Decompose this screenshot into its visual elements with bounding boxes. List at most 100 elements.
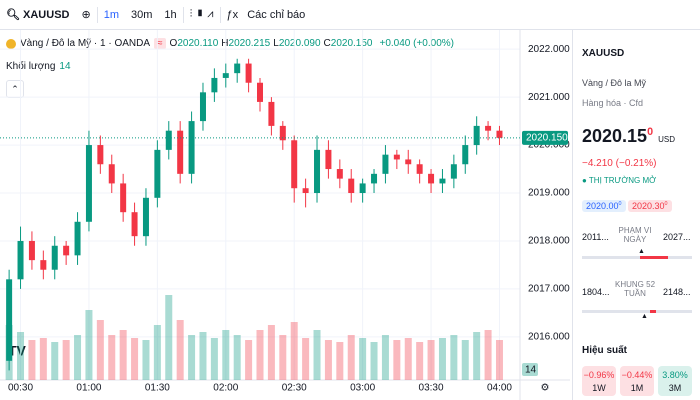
performance-box: 3.80% 3M	[658, 366, 692, 396]
volume-bar	[62, 340, 70, 380]
symbol: XAUUSD	[582, 48, 625, 59]
volume-bar	[393, 340, 401, 380]
indicators[interactable]: ƒx Các chỉ báo	[226, 8, 306, 21]
volume-legend: Khối lượng 14	[6, 61, 71, 72]
separator	[182, 6, 184, 23]
candle-body	[211, 77, 218, 93]
symbol[interactable]: XAUUSD	[23, 9, 70, 21]
x-tick-label: 04:00	[487, 383, 512, 394]
volume-bar	[416, 342, 424, 380]
status-text: THỊ TRƯỜNG MỞ	[588, 176, 656, 185]
indicators-label[interactable]: Các chỉ báo	[247, 8, 306, 21]
candle-body	[234, 63, 241, 74]
volume-bar	[74, 335, 82, 380]
candle-body	[131, 212, 138, 237]
performance-box: −0.96% 1W	[582, 366, 616, 396]
volume-tag	[522, 363, 538, 376]
symbol-icon	[6, 38, 16, 49]
range-bar	[582, 256, 692, 259]
y-tick-label: 2018.000	[528, 236, 570, 247]
range-bar	[582, 310, 692, 313]
volume-bar	[39, 338, 47, 380]
candle-body	[257, 82, 263, 102]
volume-bar	[302, 338, 310, 380]
price-sup: 0	[647, 126, 654, 138]
market-status: ● THỊ TRƯỜNG MỞ	[582, 176, 656, 185]
candle-body	[6, 279, 13, 361]
candle-body	[405, 159, 412, 165]
volume-bar	[370, 342, 378, 380]
volume-bar	[279, 335, 287, 380]
volume-bar	[267, 325, 275, 380]
y-tick-label: 2019.000	[528, 188, 570, 199]
volume-bar	[473, 332, 481, 380]
volume-bar	[210, 338, 218, 380]
price-main: 2020.15	[582, 126, 648, 146]
volume-bar	[347, 335, 355, 380]
performance-value: −0.44%	[621, 370, 653, 380]
x-tick-label: 01:00	[76, 383, 101, 394]
bid-sup[interactable]: 0	[618, 201, 622, 207]
volume-bar	[336, 342, 344, 380]
interval[interactable]: 1m	[103, 8, 119, 21]
volume-bar	[96, 320, 104, 380]
candle-body	[120, 183, 127, 213]
volume-bar	[188, 335, 196, 380]
volume-bar	[176, 320, 184, 380]
volume-bar	[131, 338, 139, 380]
candle-body	[496, 130, 503, 138]
x-tick-label: 03:00	[350, 383, 375, 394]
range-low: 2011...	[582, 232, 609, 242]
x-tick-label: 02:00	[213, 383, 238, 394]
ohlc-value: 2020.215	[228, 38, 271, 49]
volume-bar	[381, 335, 389, 380]
candle-body	[142, 197, 149, 237]
candle-body	[462, 145, 469, 165]
x-tick-label: 01:30	[145, 383, 170, 394]
bid[interactable]: 2020.000	[582, 200, 626, 212]
name: Vàng / Đô la Mỹ	[582, 78, 647, 88]
range-label: PHẠM VI NGÀY	[618, 226, 652, 244]
logo: TV	[8, 343, 27, 359]
settings-icon: ⚙	[541, 383, 550, 394]
volume-bar	[290, 322, 298, 380]
range-fill	[650, 310, 656, 313]
symbol-search[interactable]: 🔍︎ XAUUSD	[6, 9, 70, 21]
y-tick-label: 2021.000	[528, 92, 570, 103]
candle-body	[439, 178, 446, 184]
candle-body	[245, 63, 252, 83]
volume-bar	[17, 332, 25, 380]
ohlc-key: H	[221, 38, 229, 49]
chart-style[interactable]: ⫶ ▮ ⩘	[189, 8, 214, 20]
performance: −0.96% 1W −0.44% 1M 3.80% 3M	[582, 366, 692, 396]
volume-bar	[119, 330, 127, 380]
legend-change: +0.040 (+0.00%)	[379, 38, 454, 49]
candle-body	[188, 121, 195, 174]
candle-body	[222, 73, 229, 78]
add-symbol[interactable]: ⊕	[81, 9, 91, 21]
interval[interactable]: 1h	[164, 8, 177, 21]
interval[interactable]: 30m	[130, 8, 153, 21]
candle-body	[450, 164, 457, 179]
y-tick-label: 2022.000	[528, 44, 570, 55]
x-tick-label: 03:30	[419, 383, 444, 394]
candle-body	[154, 149, 161, 198]
candle-body	[74, 221, 81, 256]
ask-main[interactable]: 2020.30	[632, 201, 665, 211]
bid-main[interactable]: 2020.00	[586, 201, 619, 211]
ohlc-key: O	[169, 38, 178, 49]
candle-body	[63, 245, 70, 256]
range-fill	[640, 256, 668, 259]
ask[interactable]: 2020.300	[628, 200, 672, 212]
volume-bar	[165, 295, 173, 380]
separator	[96, 6, 98, 23]
candle-body	[279, 125, 286, 141]
volume-bar	[438, 338, 446, 380]
performance-title: Hiệu suất	[582, 345, 628, 356]
candle-body	[325, 149, 332, 170]
volume-bar	[256, 330, 264, 380]
ask-sup[interactable]: 0	[664, 201, 668, 207]
volume-bar	[324, 340, 332, 380]
volume-bar	[108, 335, 116, 380]
toolbar: 🔍︎ XAUUSD ⊕ 1m 30m 1h ⫶ ▮ ⩘ ƒx Các chỉ b…	[0, 0, 700, 30]
